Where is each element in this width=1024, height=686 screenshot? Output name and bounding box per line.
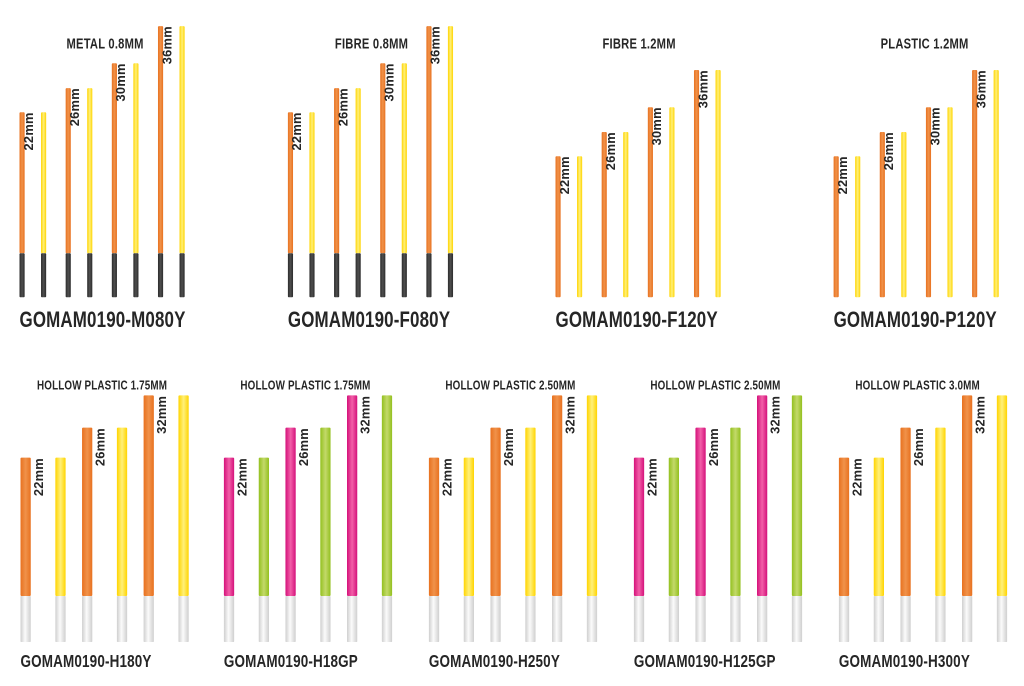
svg-text:HOLLOW PLASTIC 2.50MM: HOLLOW PLASTIC 2.50MM [445, 379, 575, 392]
svg-text:GOMAM0190-H180Y: GOMAM0190-H180Y [21, 652, 152, 671]
svg-text:GOMAM0190-F120Y: GOMAM0190-F120Y [556, 308, 718, 333]
svg-text:32mm: 32mm [358, 396, 373, 434]
svg-text:36mm: 36mm [428, 26, 443, 64]
svg-text:26mm: 26mm [911, 428, 926, 466]
svg-text:26mm: 26mm [603, 132, 618, 170]
svg-text:GOMAM0190-H125GP: GOMAM0190-H125GP [634, 652, 776, 671]
svg-text:30mm: 30mm [649, 107, 664, 145]
svg-text:26mm: 26mm [706, 428, 721, 466]
svg-text:30mm: 30mm [927, 107, 942, 145]
svg-text:22mm: 22mm [849, 458, 864, 496]
svg-text:22mm: 22mm [289, 112, 304, 150]
svg-text:PLASTIC 1.2MM: PLASTIC 1.2MM [881, 35, 969, 52]
svg-text:HOLLOW PLASTIC 3.0MM: HOLLOW PLASTIC 3.0MM [855, 379, 979, 392]
svg-text:36mm: 36mm [159, 26, 174, 64]
svg-text:30mm: 30mm [113, 63, 128, 101]
svg-text:26mm: 26mm [335, 88, 350, 126]
svg-text:22mm: 22mm [21, 112, 36, 150]
svg-text:22mm: 22mm [234, 458, 249, 496]
svg-text:GOMAM0190-M080Y: GOMAM0190-M080Y [20, 308, 186, 333]
svg-text:22mm: 22mm [644, 458, 659, 496]
svg-text:HOLLOW PLASTIC 2.50MM: HOLLOW PLASTIC 2.50MM [650, 379, 780, 392]
svg-text:22mm: 22mm [31, 458, 46, 496]
svg-text:METAL 0.8MM: METAL 0.8MM [67, 35, 144, 52]
svg-text:36mm: 36mm [695, 70, 710, 108]
svg-text:26mm: 26mm [881, 132, 896, 170]
svg-text:FIBRE 1.2MM: FIBRE 1.2MM [603, 35, 676, 52]
svg-text:GOMAM0190-H300Y: GOMAM0190-H300Y [839, 652, 970, 671]
svg-text:26mm: 26mm [93, 428, 108, 466]
svg-text:FIBRE 0.8MM: FIBRE 0.8MM [335, 35, 408, 52]
svg-text:22mm: 22mm [557, 156, 572, 194]
svg-text:26mm: 26mm [296, 428, 311, 466]
svg-text:GOMAM0190-H250Y: GOMAM0190-H250Y [429, 652, 560, 671]
svg-text:32mm: 32mm [973, 396, 988, 434]
svg-text:32mm: 32mm [768, 396, 783, 434]
svg-text:HOLLOW PLASTIC 1.75MM: HOLLOW PLASTIC 1.75MM [37, 379, 167, 392]
svg-text:GOMAM0190-P120Y: GOMAM0190-P120Y [834, 308, 997, 333]
svg-text:GOMAM0190-F080Y: GOMAM0190-F080Y [288, 308, 450, 333]
svg-text:36mm: 36mm [973, 70, 988, 108]
svg-text:30mm: 30mm [382, 63, 397, 101]
svg-text:32mm: 32mm [154, 396, 169, 434]
svg-text:32mm: 32mm [563, 396, 578, 434]
svg-text:26mm: 26mm [67, 88, 82, 126]
svg-text:22mm: 22mm [439, 458, 454, 496]
svg-text:HOLLOW PLASTIC 1.75MM: HOLLOW PLASTIC 1.75MM [240, 379, 370, 392]
svg-text:22mm: 22mm [835, 156, 850, 194]
svg-text:GOMAM0190-H18GP: GOMAM0190-H18GP [224, 652, 358, 671]
svg-text:26mm: 26mm [501, 428, 516, 466]
